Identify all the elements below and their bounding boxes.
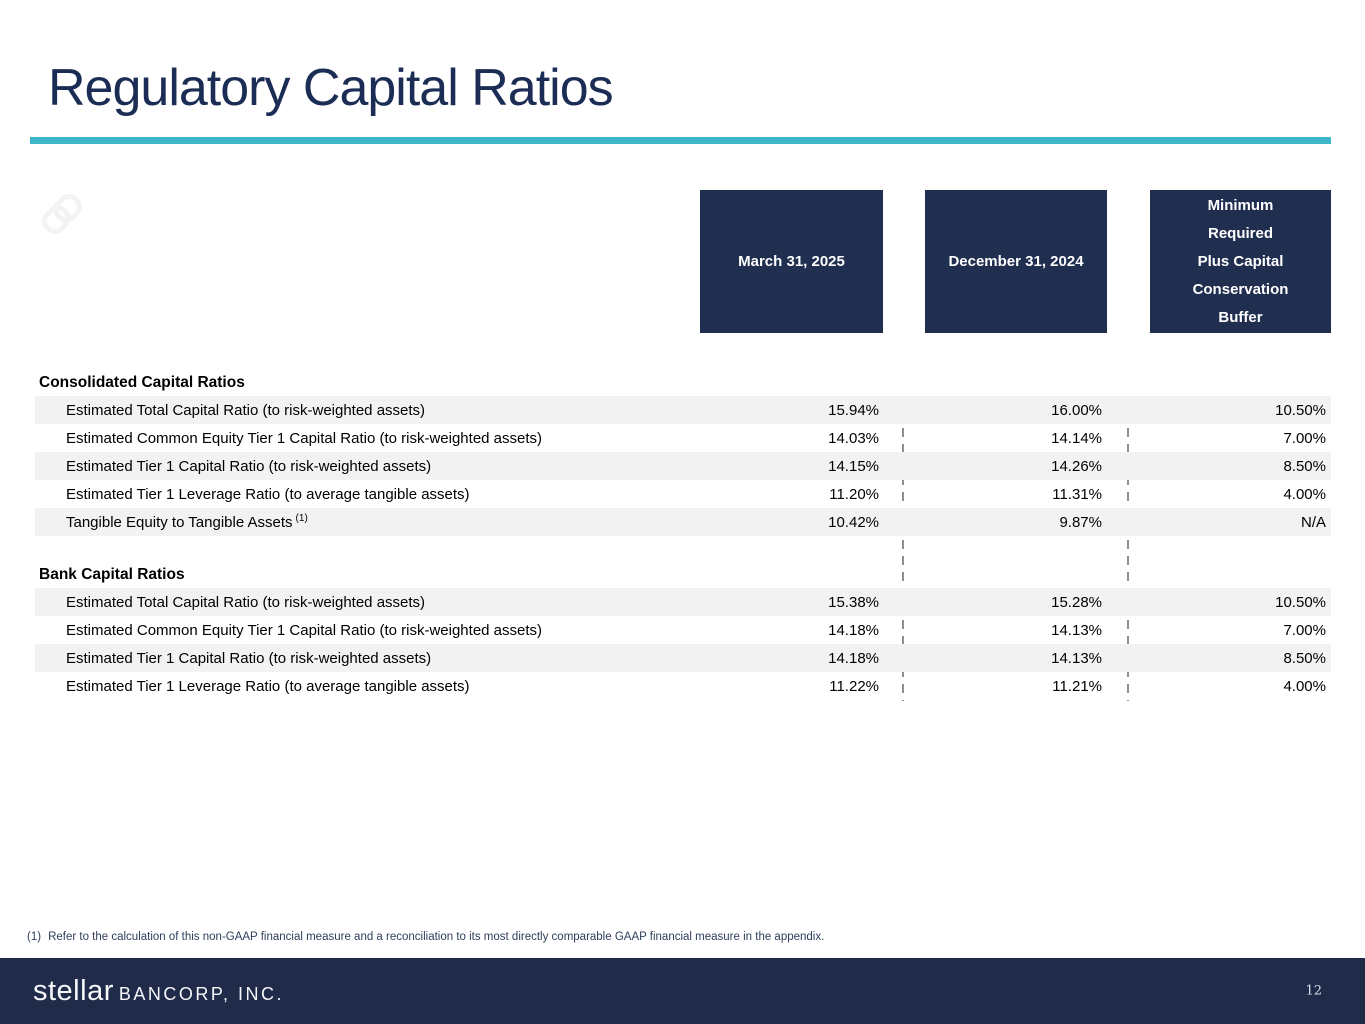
value-december-2024: 16.00% xyxy=(1051,401,1102,419)
value-december-2024: 14.13% xyxy=(1051,621,1102,639)
value-minimum-required: 4.00% xyxy=(1283,677,1326,695)
row-label-text: Estimated Total Capital Ratio (to risk-w… xyxy=(66,401,426,419)
value-december-2024: 14.14% xyxy=(1051,429,1102,447)
row-label: Estimated Tier 1 Capital Ratio (to risk-… xyxy=(35,458,661,475)
row-label: Estimated Tier 1 Capital Ratio (to risk-… xyxy=(35,650,661,667)
table-row: Estimated Tier 1 Capital Ratio (to risk-… xyxy=(35,644,1331,672)
section-gap xyxy=(35,536,1331,562)
row-label: Estimated Total Capital Ratio (to risk-w… xyxy=(35,594,661,611)
column-header-december-2024: December 31, 2024 xyxy=(925,190,1107,333)
row-label-text: Estimated Tier 1 Leverage Ratio (to aver… xyxy=(66,677,470,695)
row-label: Estimated Tier 1 Leverage Ratio (to aver… xyxy=(35,678,661,695)
value-minimum-required: 7.00% xyxy=(1283,429,1326,447)
value-december-2024: 14.26% xyxy=(1051,457,1102,475)
table-row: Estimated Tier 1 Capital Ratio (to risk-… xyxy=(35,452,1331,480)
row-label: Estimated Common Equity Tier 1 Capital R… xyxy=(35,622,661,639)
row-label-text: Tangible Equity to Tangible Assets xyxy=(66,514,293,531)
row-label: Tangible Equity to Tangible Assets (1) xyxy=(35,513,661,531)
value-march-2025: 11.20% xyxy=(829,485,879,503)
value-december-2024: 9.87% xyxy=(1059,513,1102,531)
row-label-text: Estimated Total Capital Ratio (to risk-w… xyxy=(66,593,426,611)
table-row: Estimated Tier 1 Leverage Ratio (to aver… xyxy=(35,480,1331,508)
logo-wordmark-bancorp: BANCORP, INC. xyxy=(118,983,285,1004)
column-dashed-separator xyxy=(902,396,904,701)
value-march-2025: 10.42% xyxy=(828,513,879,531)
footnote: (1) Refer to the calculation of this non… xyxy=(27,931,824,943)
value-march-2025: 15.38% xyxy=(828,593,879,611)
value-march-2025: 14.03% xyxy=(828,429,879,447)
row-label-text: Estimated Common Equity Tier 1 Capital R… xyxy=(66,621,543,639)
table-row: Estimated Tier 1 Leverage Ratio (to aver… xyxy=(35,672,1331,700)
page-number: 12 xyxy=(1305,983,1322,999)
footer-bar: stellar BANCORP, INC. 12 xyxy=(0,958,1365,1024)
value-march-2025: 14.18% xyxy=(828,621,879,639)
table-row: Estimated Total Capital Ratio (to risk-w… xyxy=(35,396,1331,424)
value-march-2025: 14.18% xyxy=(828,649,879,667)
column-dashed-separator xyxy=(1127,396,1129,701)
value-minimum-required: 8.50% xyxy=(1283,649,1326,667)
value-minimum-required: 10.50% xyxy=(1275,593,1326,611)
value-minimum-required: 8.50% xyxy=(1283,457,1326,475)
column-header-march-2025: March 31, 2025 xyxy=(700,190,883,333)
row-label: Estimated Common Equity Tier 1 Capital R… xyxy=(35,430,661,447)
value-december-2024: 11.31% xyxy=(1052,485,1102,503)
value-march-2025: 15.94% xyxy=(828,401,879,419)
section-title-consolidated: Consolidated Capital Ratios xyxy=(39,374,245,391)
link-watermark-icon xyxy=(36,188,88,240)
table-row: Tangible Equity to Tangible Assets (1) 10… xyxy=(35,508,1331,536)
table-row: Estimated Common Equity Tier 1 Capital R… xyxy=(35,424,1331,452)
value-december-2024: 14.13% xyxy=(1051,649,1102,667)
value-december-2024: 11.21% xyxy=(1052,677,1102,695)
table-row: Estimated Common Equity Tier 1 Capital R… xyxy=(35,616,1331,644)
section-title-bank: Bank Capital Ratios xyxy=(39,566,185,583)
table-row: Estimated Total Capital Ratio (to risk-w… xyxy=(35,588,1331,616)
logo-wordmark-stellar: stellar xyxy=(33,974,114,1007)
value-minimum-required: 10.50% xyxy=(1275,401,1326,419)
capital-ratios-table: Consolidated Capital Ratios Estimated To… xyxy=(35,370,1331,700)
row-label-text: Estimated Tier 1 Capital Ratio (to risk-… xyxy=(66,457,432,475)
page-title: Regulatory Capital Ratios xyxy=(48,59,614,117)
value-march-2025: 11.22% xyxy=(829,677,879,695)
footnote-text: Refer to the calculation of this non-GAA… xyxy=(48,931,825,943)
title-accent-rule xyxy=(30,137,1331,144)
value-minimum-required: N/A xyxy=(1300,513,1326,531)
row-label: Estimated Total Capital Ratio (to risk-w… xyxy=(35,402,661,419)
value-december-2024: 15.28% xyxy=(1051,593,1102,611)
row-label-text: Estimated Common Equity Tier 1 Capital R… xyxy=(66,429,543,447)
value-minimum-required: 4.00% xyxy=(1283,485,1326,503)
value-minimum-required: 7.00% xyxy=(1283,621,1326,639)
row-label-text: Estimated Tier 1 Leverage Ratio (to aver… xyxy=(66,485,470,503)
row-label-text: Estimated Tier 1 Capital Ratio (to risk-… xyxy=(66,649,432,667)
stellar-bancorp-logo: stellar BANCORP, INC. xyxy=(33,975,284,1008)
row-label: Estimated Tier 1 Leverage Ratio (to aver… xyxy=(35,486,661,503)
value-march-2025: 14.15% xyxy=(828,457,879,475)
footnote-reference: (1) xyxy=(295,513,308,524)
column-header-minimum-required: Minimum Required Plus Capital Conservati… xyxy=(1150,190,1331,333)
footnote-marker: (1) xyxy=(27,931,42,943)
